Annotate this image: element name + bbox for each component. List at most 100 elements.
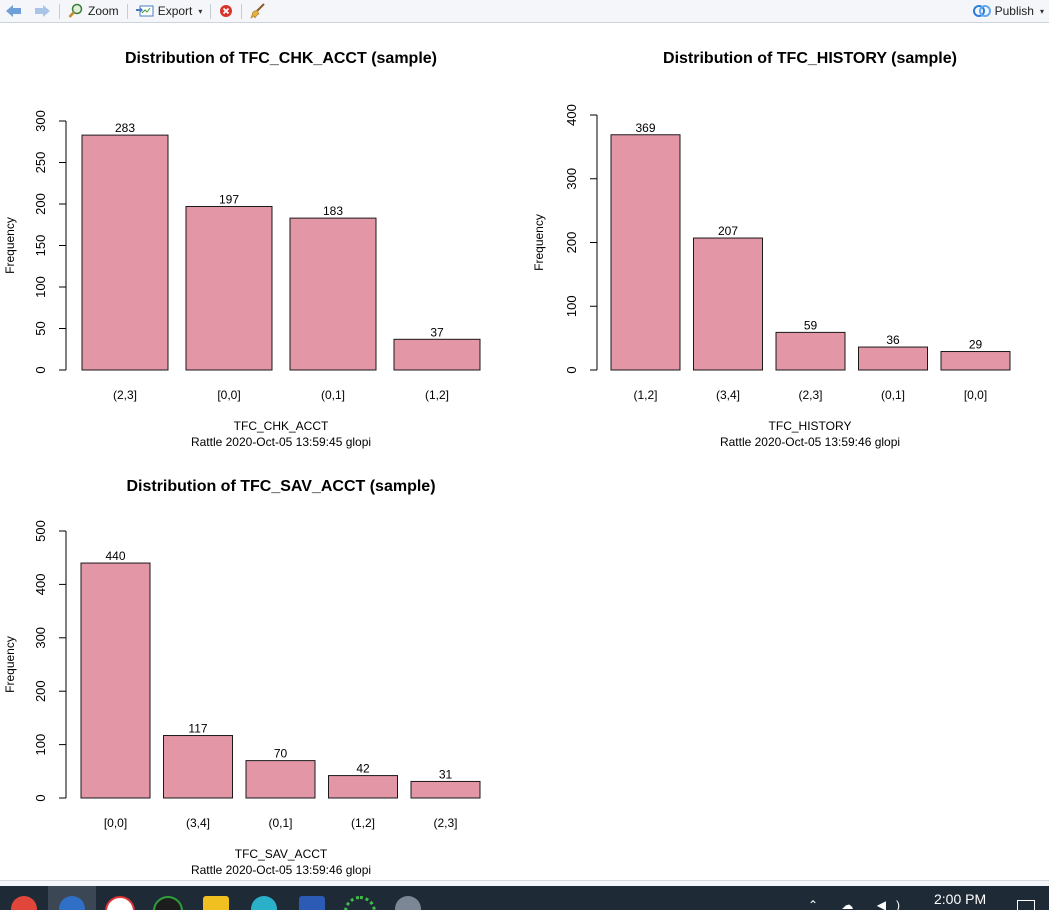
notification-icon[interactable] <box>1017 900 1035 910</box>
y-tick-label: 100 <box>564 295 579 317</box>
y-tick-label: 250 <box>33 152 48 174</box>
arrow-right-icon <box>33 4 51 18</box>
bar-value-label: 369 <box>635 121 655 135</box>
zoom-label: Zoom <box>88 4 119 18</box>
plots-canvas: Distribution of TFC_CHK_ACCT (sample) 0 50… <box>0 23 1049 880</box>
x-category-label: [0,0] <box>104 816 127 830</box>
x-axis-label: TFC_HISTORY <box>769 419 852 433</box>
y-tick-label: 100 <box>33 276 48 298</box>
green-app-icon <box>153 896 183 910</box>
y-tick-label: 100 <box>33 734 48 756</box>
remove-plot-button[interactable] <box>214 0 238 23</box>
gauge-icon <box>105 896 135 910</box>
bar-value-label: 117 <box>188 722 207 736</box>
y-tick-label: 300 <box>33 627 48 649</box>
x-axis-label: TFC_SAV_ACCT <box>235 847 328 861</box>
bar-value-label: 70 <box>274 747 288 761</box>
r-icon <box>59 896 85 910</box>
zoom-button[interactable]: Zoom <box>63 0 124 23</box>
toolbar-separator <box>210 4 211 19</box>
x-category-label: (3,4] <box>716 388 740 402</box>
spinner-icon <box>344 896 376 910</box>
bar-value-label: 29 <box>969 338 983 352</box>
y-tick-label: 200 <box>33 193 48 215</box>
y-axis-label: Frequency <box>532 214 546 271</box>
x-category-label: (3,4] <box>186 816 210 830</box>
y-tick-label: 150 <box>33 235 48 257</box>
bar <box>941 352 1010 370</box>
bar <box>82 135 168 370</box>
taskbar-clock[interactable]: 2:00 PM <box>934 891 986 907</box>
taskbar-word[interactable] <box>288 886 336 910</box>
broom-icon <box>250 3 266 19</box>
arrow-left-icon <box>5 4 23 18</box>
bar-value-label: 36 <box>886 333 900 347</box>
folder-icon <box>203 896 229 910</box>
export-dropdown-caret: ▾ <box>198 7 202 16</box>
y-axis-label: Frequency <box>3 636 17 693</box>
y-tick-label: 300 <box>564 168 579 190</box>
y-tick-label: 500 <box>33 520 48 542</box>
chart-title: Distribution of TFC_CHK_ACCT (sample) <box>125 50 437 67</box>
bar <box>164 736 233 798</box>
taskbar-r-console[interactable] <box>48 886 96 910</box>
x-category-label: (1,2] <box>633 388 657 402</box>
y-tick-label: 200 <box>564 232 579 254</box>
y-axis-label: Frequency <box>3 217 17 274</box>
bar-value-label: 183 <box>323 204 343 218</box>
export-label: Export <box>158 4 193 18</box>
export-button[interactable]: Export ▾ <box>131 0 208 23</box>
edge-icon <box>251 896 277 910</box>
bar <box>81 563 150 798</box>
y-tick-label: 50 <box>33 321 48 335</box>
zoom-icon <box>68 3 84 19</box>
taskbar-file-explorer[interactable] <box>192 886 240 910</box>
y-tick-label: 200 <box>33 680 48 702</box>
taskbar-rstudio[interactable] <box>384 886 432 910</box>
back-button[interactable] <box>0 0 28 23</box>
taskbar-edge[interactable] <box>240 886 288 910</box>
chrome-icon <box>11 896 37 910</box>
bar-value-label: 42 <box>356 762 370 776</box>
y-tick-label: 0 <box>33 366 48 373</box>
publish-dropdown-caret: ▾ <box>1040 7 1044 16</box>
bar-value-label: 37 <box>430 325 444 339</box>
toolbar-separator <box>59 4 60 19</box>
bar <box>411 781 480 798</box>
remove-plot-icon <box>219 4 233 18</box>
toolbar-separator <box>241 4 242 19</box>
y-tick-label: 0 <box>564 366 579 373</box>
chart-subcaption: Rattle 2020-Oct-05 13:59:45 glopi <box>191 435 371 449</box>
word-icon <box>299 896 325 910</box>
plots-toolbar: Zoom Export ▾ Publish ▾ <box>0 0 1049 23</box>
chart-title: Distribution of TFC_HISTORY (sample) <box>663 50 957 67</box>
toolbar-separator <box>127 4 128 19</box>
bar <box>694 238 763 370</box>
taskbar-chrome[interactable] <box>0 886 48 910</box>
plot-viewer: Distribution of TFC_CHK_ACCT (sample) 0 50… <box>0 23 1049 880</box>
clear-all-plots-button[interactable] <box>245 0 271 23</box>
x-category-label: (2,3] <box>798 388 822 402</box>
bar <box>611 135 680 370</box>
bar-value-label: 59 <box>804 318 818 332</box>
taskbar-app-3[interactable] <box>96 886 144 910</box>
system-tray-icons[interactable]: ⌃ ☁ ◀) <box>808 898 910 910</box>
y-tick-label: 300 <box>33 110 48 132</box>
x-category-label: (0,1] <box>881 388 905 402</box>
x-category-label: [0,0] <box>964 388 987 402</box>
x-category-label: (2,3] <box>433 816 457 830</box>
y-tick-label: 400 <box>33 574 48 596</box>
chart-subcaption: Rattle 2020-Oct-05 13:59:46 glopi <box>191 863 371 877</box>
taskbar-app-8[interactable] <box>336 886 384 910</box>
x-axis-label: TFC_CHK_ACCT <box>234 419 329 433</box>
x-category-label: (1,2] <box>351 816 375 830</box>
windows-taskbar: ⌃ ☁ ◀) 2:00 PM <box>0 886 1049 910</box>
bar <box>290 218 376 370</box>
x-category-label: (2,3] <box>113 388 137 402</box>
publish-button[interactable]: Publish ▾ <box>968 0 1049 23</box>
publish-icon <box>973 4 991 18</box>
x-category-label: (0,1] <box>321 388 345 402</box>
forward-button[interactable] <box>28 0 56 23</box>
bar <box>186 206 272 370</box>
taskbar-app-4[interactable] <box>144 886 192 910</box>
